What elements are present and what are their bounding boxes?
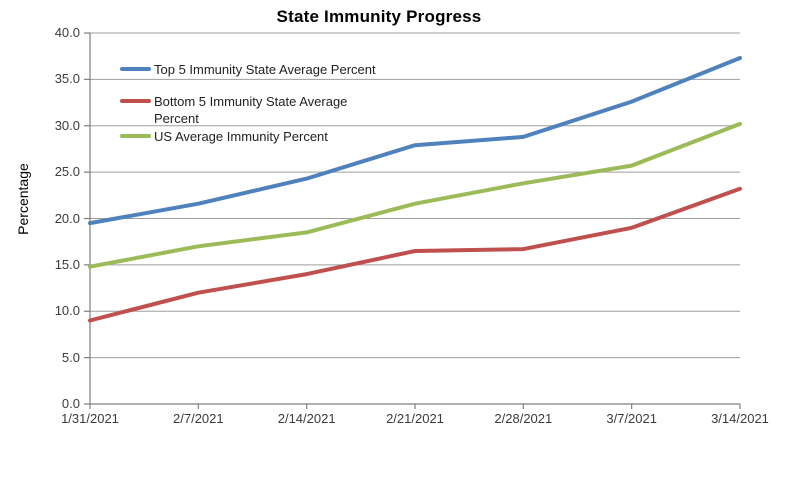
x-tick-label: 3/14/2021 xyxy=(711,411,769,426)
series-line-0[interactable] xyxy=(88,56,742,226)
x-tick-label: 1/31/2021 xyxy=(61,411,119,426)
x-tick-label: 2/7/2021 xyxy=(173,411,224,426)
y-tick-label: 40.0 xyxy=(54,25,80,40)
y-tick-label: 30.0 xyxy=(54,117,80,133)
y-tick-label: 5.0 xyxy=(61,349,80,365)
legend[interactable]: Top 5 Immunity State Average Percent Bott… xyxy=(120,61,420,151)
x-tick-label: 3/7/2021 xyxy=(606,411,657,426)
y-tick-label: 15.0 xyxy=(54,256,80,272)
y-tick-label: 0.0 xyxy=(61,396,80,411)
legend-entry-1[interactable]: Bottom 5 Immunity State Average Percent xyxy=(120,93,347,127)
legend-entry-0[interactable]: Top 5 Immunity State Average Percent xyxy=(120,61,376,78)
legend-line-swatch xyxy=(120,134,151,138)
x-tick-label: 2/21/2021 xyxy=(386,411,444,426)
legend-label: Bottom 5 Immunity State Average Percent xyxy=(154,94,348,126)
y-tick-label: 20.0 xyxy=(54,210,80,226)
y-tick-label: 35.0 xyxy=(54,71,80,87)
chart-title: State Immunity Progress xyxy=(276,7,482,26)
series-line-1[interactable] xyxy=(88,186,742,323)
y-tick-label: 25.0 xyxy=(54,164,80,180)
y-tick-label: 10.0 xyxy=(54,303,80,319)
legend-label: Top 5 Immunity State Average Percent xyxy=(154,62,376,77)
legend-entry-2[interactable]: US Average Immunity Percent xyxy=(120,128,328,145)
x-tick-label: 2/14/2021 xyxy=(277,411,336,426)
y-axis-title: Percentage xyxy=(15,163,31,235)
legend-label: US Average Immunity Percent xyxy=(154,129,328,144)
legend-line-swatch xyxy=(120,67,151,71)
legend-line-swatch xyxy=(120,99,151,103)
x-tick-label: 2/28/2021 xyxy=(494,411,553,426)
series-line-2[interactable] xyxy=(88,121,742,269)
